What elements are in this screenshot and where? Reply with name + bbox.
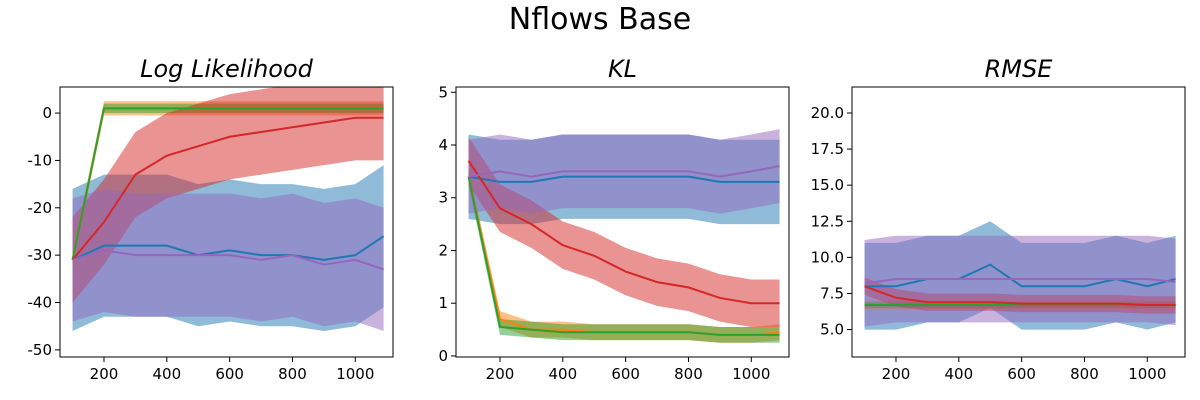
log-likelihood-purple-band	[72, 188, 384, 331]
rmse-xtick-label: 600	[1007, 365, 1036, 383]
log-likelihood-plot-area	[71, 87, 385, 331]
rmse-ytick-label: 7.5	[820, 284, 844, 302]
rmse-xtick-label: 200	[882, 365, 911, 383]
kl-xtick-label: 600	[611, 365, 640, 383]
rmse-plot-area	[864, 221, 1176, 330]
rmse-frame	[851, 86, 1186, 358]
log-likelihood-xtick-label: 800	[278, 365, 307, 383]
log-likelihood-ytick-label: -40	[28, 294, 53, 312]
log-likelihood-blue-line	[72, 235, 385, 261]
rmse-xtick-label: 400	[944, 365, 973, 383]
log-likelihood-ytick-label: -20	[28, 199, 53, 217]
kl-red-line	[467, 160, 780, 305]
rmse-xtick-label: 800	[1070, 365, 1099, 383]
log-likelihood-xtick-label: 200	[90, 365, 119, 383]
kl-xtick-label: 800	[674, 365, 703, 383]
rmse-purple-line	[864, 278, 1176, 285]
kl-ytick-label: 3	[438, 189, 448, 207]
kl-xtick-label: 400	[548, 365, 577, 383]
kl-ytick-label: 2	[438, 241, 448, 259]
log-likelihood-title: Log Likelihood	[140, 55, 314, 83]
rmse-ytick-label: 10.0	[811, 248, 844, 266]
rmse-red-line	[864, 285, 1176, 307]
rmse-blue-line	[864, 263, 1176, 288]
rmse-ytick-label: 17.5	[811, 140, 844, 158]
log-likelihood-green-line	[71, 107, 384, 261]
rmse-ytick-label: 15.0	[811, 176, 844, 194]
log-likelihood-red-line	[71, 116, 384, 261]
rmse-ytick-label: 20.0	[811, 104, 844, 122]
log-likelihood-ytick-label: -10	[28, 151, 53, 169]
kl-title: KL	[608, 55, 637, 83]
rmse-ytick-label: 12.5	[811, 212, 844, 230]
log-likelihood-xtick-label: 400	[152, 365, 181, 383]
kl-red-band	[468, 137, 780, 327]
log-likelihood-purple-line	[72, 249, 384, 271]
kl-purple-line	[468, 165, 780, 178]
kl-green-line	[467, 176, 780, 336]
figure-title: Nflows Base	[508, 2, 692, 37]
kl-xtick-label: 1000	[732, 365, 770, 383]
log-likelihood-ytick-label: 0	[42, 104, 52, 122]
kl-xtick-label: 200	[486, 365, 515, 383]
kl-ytick-label: 4	[438, 136, 448, 154]
rmse-xtick-label: 1000	[1128, 365, 1166, 383]
rmse-ytick-label: 5.0	[820, 321, 844, 339]
log-likelihood-xtick-label: 1000	[336, 365, 374, 383]
kl-ytick-label: 1	[438, 294, 448, 312]
kl-plot-area	[467, 129, 780, 343]
kl-ytick-label: 0	[438, 347, 448, 365]
kl-blue-line	[468, 175, 780, 183]
kl-frame	[455, 86, 790, 358]
log-likelihood-ytick-label: -30	[28, 246, 53, 264]
rmse-title: RMSE	[985, 55, 1054, 83]
log-likelihood-frame	[59, 86, 394, 358]
log-likelihood-xtick-label: 600	[215, 365, 244, 383]
log-likelihood-ytick-label: -50	[28, 341, 53, 359]
kl-ytick-label: 5	[438, 83, 448, 101]
log-likelihood-red-band	[72, 87, 384, 303]
